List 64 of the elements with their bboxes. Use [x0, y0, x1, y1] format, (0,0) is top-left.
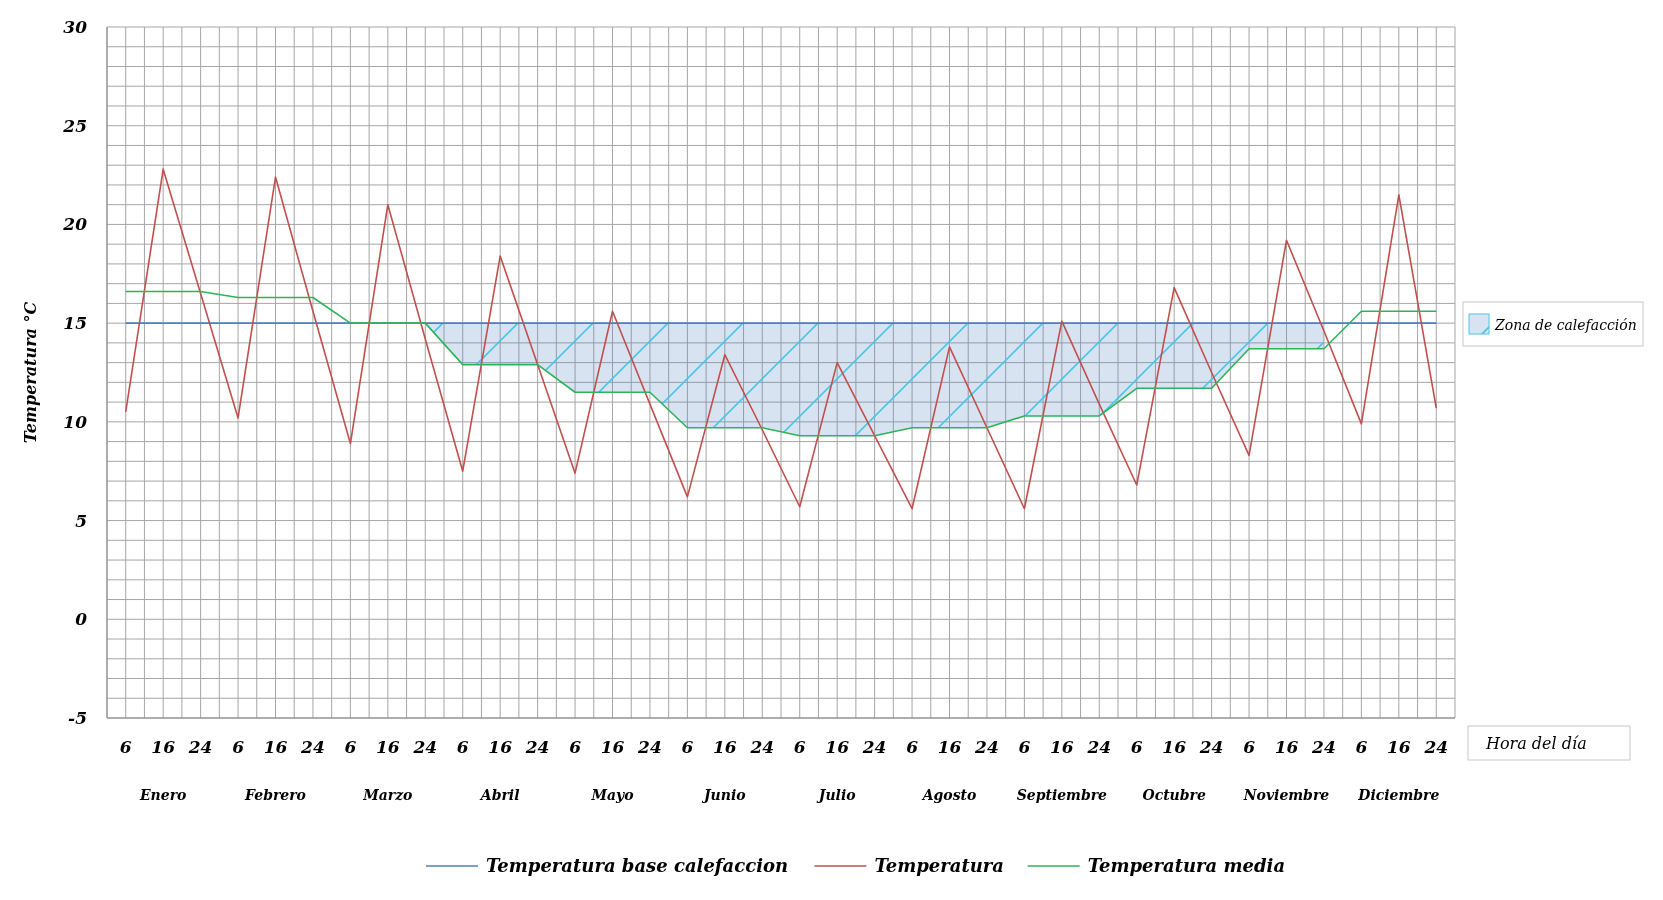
x-tick-label: 6 [1355, 737, 1368, 757]
x-tick-label: 16 [1050, 737, 1074, 757]
y-tick-label: -5 [68, 707, 87, 728]
x-tick-label: 24 [412, 737, 438, 757]
x-tick-label: 16 [600, 737, 625, 757]
x-tick-label: 6 [456, 737, 469, 757]
x-tick-label: 24 [749, 737, 775, 757]
x-tick-label: 6 [344, 737, 357, 757]
x-tick-label: 16 [1162, 737, 1187, 757]
x-tick-label: 16 [1274, 737, 1299, 757]
y-axis-title: Temperatura °C [21, 301, 40, 444]
x-tick-label: 24 [1311, 737, 1336, 757]
y-tick-label: 25 [62, 115, 87, 136]
text: Agosto [920, 787, 977, 803]
y-tick-label: 30 [63, 16, 88, 37]
text: Noviembre [1242, 787, 1330, 803]
text: Septiembre [1016, 787, 1108, 803]
x-tick-label: 16 [151, 737, 176, 757]
text: Junio [701, 787, 746, 803]
x-tick-label: 6 [1243, 737, 1256, 757]
x-tick-label: 6 [569, 737, 582, 757]
x-tick-label: 16 [1387, 737, 1411, 757]
text: Diciembre [1357, 787, 1440, 803]
line-series [124, 290, 1438, 437]
x-tick-label: 24 [524, 737, 550, 757]
x-tick-label: 24 [300, 737, 325, 757]
x-tick-label: 6 [681, 737, 694, 757]
text: Zona de calefacción [1494, 317, 1637, 333]
legend-label: Temperatura base calefaccion [486, 855, 789, 876]
text: Marzo [362, 787, 413, 803]
text: Enero [138, 787, 187, 803]
y-tick-label: 5 [75, 510, 87, 531]
x-tick-label: 6 [119, 737, 132, 757]
x-tick-label: 16 [376, 737, 400, 757]
x-tick-label: 6 [906, 737, 919, 757]
x-tick-label: 6 [1130, 737, 1143, 757]
x-axis-title: Hora del día [1485, 734, 1587, 753]
x-tick-label: 24 [637, 737, 662, 757]
text: Abril [478, 787, 520, 803]
x-tick-label: 6 [232, 737, 245, 757]
x-tick-label: 24 [974, 737, 999, 757]
text: Febrero [244, 787, 306, 803]
line-series [124, 168, 1438, 510]
x-tick-label: 6 [793, 737, 806, 757]
y-tick-label: 20 [62, 214, 88, 235]
x-tick-label: 24 [1086, 737, 1112, 757]
x-tick-label: 6 [1018, 737, 1031, 757]
legend-label: Temperatura media [1087, 855, 1286, 876]
text: Mayo [590, 787, 634, 803]
x-tick-label: 24 [1423, 737, 1449, 757]
y-tick-label: 10 [63, 411, 88, 432]
text: Octubre [1142, 787, 1206, 803]
x-tick-label: 24 [187, 737, 213, 757]
x-tick-label: 24 [861, 737, 887, 757]
text: Julio [815, 787, 856, 803]
x-tick-label: 16 [937, 737, 962, 757]
y-tick-label: 15 [63, 313, 87, 334]
x-tick-label: 16 [488, 737, 513, 757]
x-tick-label: 16 [713, 737, 737, 757]
y-tick-label: 0 [75, 609, 88, 630]
legend-label: Temperatura [874, 855, 1004, 876]
x-tick-label: 24 [1198, 737, 1224, 757]
x-tick-label: 16 [825, 737, 850, 757]
x-tick-label: 16 [263, 737, 288, 757]
